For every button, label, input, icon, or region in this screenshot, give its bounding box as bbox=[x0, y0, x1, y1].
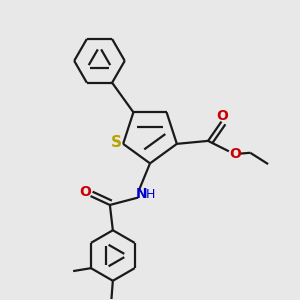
Text: N: N bbox=[136, 187, 148, 201]
Text: O: O bbox=[216, 109, 228, 123]
Text: O: O bbox=[79, 184, 91, 199]
Text: S: S bbox=[111, 135, 122, 150]
Text: O: O bbox=[229, 147, 241, 161]
Text: H: H bbox=[146, 188, 156, 201]
